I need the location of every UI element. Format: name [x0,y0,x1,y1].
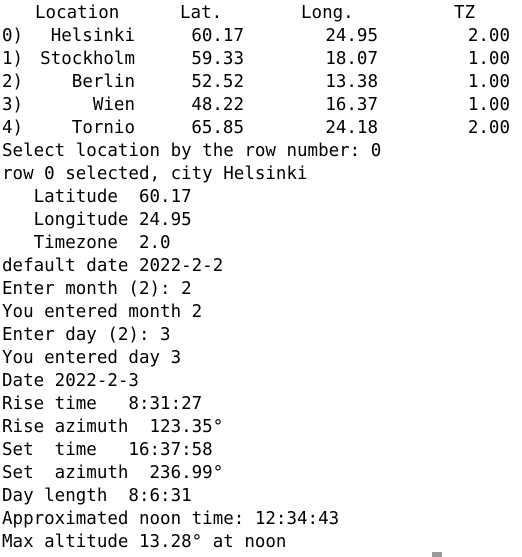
output-line: Latitude 60.17 [2,187,192,207]
row-latitude: 48.22 [191,95,244,115]
row-timezone: 1.00 [467,72,510,92]
header-latitude: Lat. [180,3,223,23]
table-header: Location Lat. Long. TZ [2,2,520,25]
row-index: 4) [2,118,24,138]
table-row: 3) Wien 48.22 16.37 1.00 [2,94,520,117]
row-index: 3) [2,95,24,115]
row-latitude: 59.33 [191,49,244,69]
row-longitude: 24.18 [325,118,378,138]
header-longitude: Long. [301,3,354,23]
row-city: Stockholm [40,49,135,69]
header-location: Location [35,3,120,23]
row-city: Wien [92,95,135,115]
row-timezone: 2.00 [467,26,510,46]
row-longitude: 18.07 [325,49,378,69]
row-timezone: 1.00 [467,95,510,115]
table-row: 1) Stockholm 59.33 18.07 1.00 [2,48,520,71]
output-line: Enter month (2): 2 [2,279,192,299]
program-output: Select location by the row number: 0 row … [2,140,520,554]
output-line: Day length 8:6:31 [2,486,192,506]
output-line: You entered month 2 [2,302,203,322]
row-longitude: 16.37 [325,95,378,115]
output-line: Max altitude 13.28° at noon [2,532,287,552]
table-row: 0) Helsinki 60.17 24.95 2.00 [2,25,520,48]
row-index: 0) [2,26,24,46]
output-line: Longitude 24.95 [2,210,192,230]
row-longitude: 24.95 [325,26,378,46]
row-city: Berlin [71,72,135,92]
output-line: You entered day 3 [2,348,182,368]
row-latitude: 65.85 [191,118,244,138]
output-line: Rise azimuth 123.35° [2,417,224,437]
row-latitude: 52.52 [191,72,244,92]
output-line: Set time 16:37:58 [2,440,213,460]
header-timezone: TZ [454,3,476,23]
row-index: 2) [2,72,24,92]
location-table: 0) Helsinki 60.17 24.95 2.00 1) Stockholm 59.33… [2,25,520,140]
output-line: Rise time 8:31:27 [2,394,203,414]
row-latitude: 60.17 [191,26,244,46]
row-city: Helsinki [50,26,135,46]
output-line: Select location by the row number: 0 [2,141,382,161]
output-line: row 0 selected, city Helsinki [2,164,308,184]
row-timezone: 1.00 [467,49,510,69]
output-line: Date 2022-2-3 [2,371,139,391]
output-line: Approximated noon time: 12:34:43 [2,509,340,529]
output-line: default date 2022-2-2 [2,256,224,276]
output-line: Enter day (2): 3 [2,325,171,345]
scrollbar-thumb[interactable] [432,552,442,557]
row-timezone: 2.00 [467,118,510,138]
row-longitude: 13.38 [325,72,378,92]
row-city: Tornio [71,118,135,138]
row-index: 1) [2,49,24,69]
output-line: Set azimuth 236.99° [2,463,224,483]
output-line: Timezone 2.0 [2,233,171,253]
table-row: 2) Berlin 52.52 13.38 1.00 [2,71,520,94]
table-row: 4) Tornio 65.85 24.18 2.00 [2,117,520,140]
